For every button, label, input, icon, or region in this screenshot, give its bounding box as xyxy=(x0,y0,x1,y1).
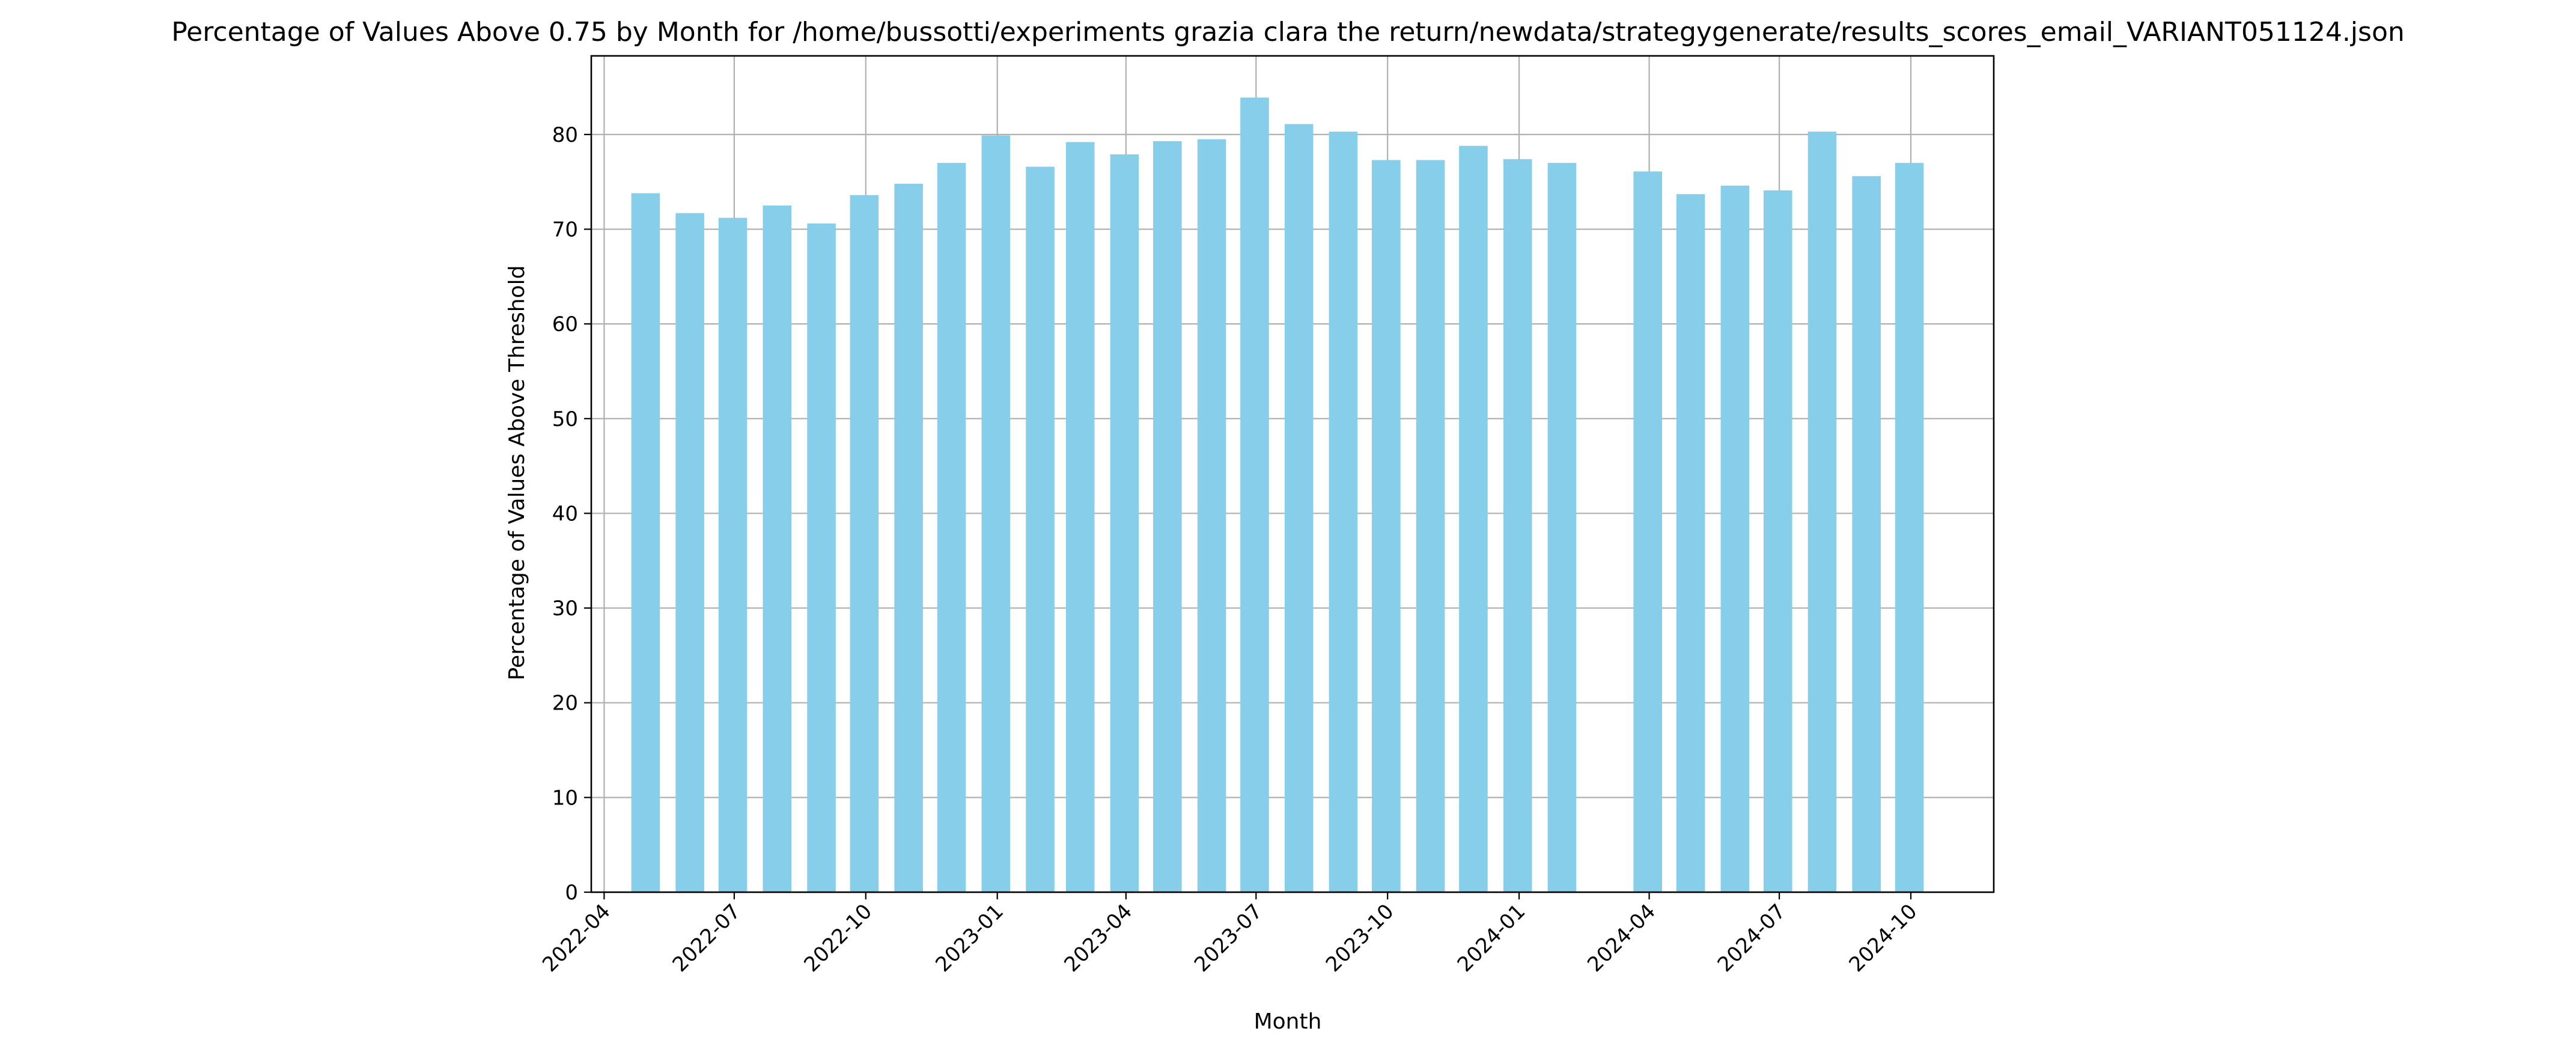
bar xyxy=(1895,163,1924,892)
bar xyxy=(1503,159,1532,892)
bar xyxy=(1852,176,1881,892)
bar xyxy=(1807,132,1837,893)
y-tick-label: 40 xyxy=(552,502,578,526)
y-tick-label: 10 xyxy=(552,786,578,810)
bar xyxy=(1720,185,1750,893)
y-axis-label: Percentage of Values Above Threshold xyxy=(505,266,529,681)
bar xyxy=(807,223,836,893)
bar xyxy=(1633,171,1663,892)
bar xyxy=(1153,141,1182,892)
bar xyxy=(981,135,1011,893)
bar xyxy=(1416,160,1445,893)
bar xyxy=(1676,194,1705,892)
y-tick-label: 70 xyxy=(552,217,578,242)
x-axis-label: Month xyxy=(1254,1009,1322,1034)
bar xyxy=(1284,124,1314,893)
bar xyxy=(675,213,704,892)
bar xyxy=(1372,160,1401,893)
bar xyxy=(1197,139,1226,893)
bar xyxy=(631,193,660,893)
bar xyxy=(763,205,792,893)
bars xyxy=(631,97,1924,893)
plot-frame xyxy=(590,55,1995,893)
bar xyxy=(850,195,879,892)
bar xyxy=(894,183,923,892)
bar xyxy=(1763,190,1792,893)
bar xyxy=(1547,163,1577,892)
y-tick-label: 0 xyxy=(565,881,578,905)
bar xyxy=(1110,154,1139,892)
axes xyxy=(584,55,1995,899)
y-tick-label: 20 xyxy=(552,692,578,716)
y-tick-label: 50 xyxy=(552,407,578,431)
bar xyxy=(937,163,966,892)
bar xyxy=(718,217,748,892)
bar xyxy=(1459,145,1488,892)
y-tick-label: 60 xyxy=(552,312,578,336)
bar xyxy=(1065,142,1095,892)
bar xyxy=(1026,166,1055,892)
bar xyxy=(1329,132,1358,893)
chart-title: Percentage of Values Above 0.75 by Month… xyxy=(171,17,2405,47)
bar xyxy=(1240,97,1269,893)
y-tick-label: 30 xyxy=(552,597,578,621)
y-tick-label: 80 xyxy=(552,123,578,147)
